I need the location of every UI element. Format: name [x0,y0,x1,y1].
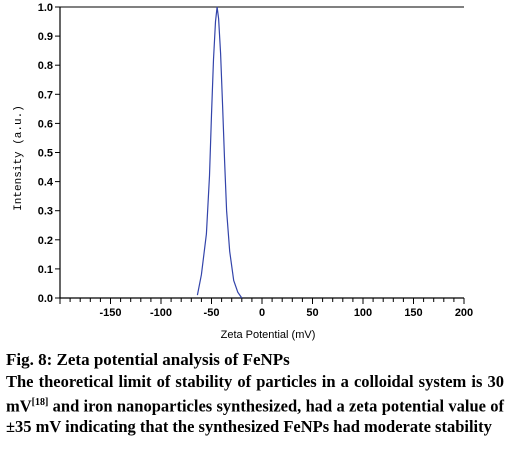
plot-frame [59,6,464,299]
series-layer [196,6,243,299]
x-tick-label: 0 [259,307,265,319]
y-tick-label: 0.5 [38,148,53,160]
zeta-potential-chart: 0.00.10.20.30.40.50.60.70.80.91.0 -150 -1… [13,2,473,341]
y-tick-label: 0.0 [38,293,53,305]
y-tick-label: 0.4 [38,177,54,189]
figure-label: Fig. 8: Zeta potential analysis of FeNPs [6,350,290,369]
y-tick-label: 1.0 [38,2,53,14]
figure-description: The theoretical limit of stability of pa… [6,372,504,437]
x-tick-label: -50 [204,307,220,319]
citation-ref: [18] [31,396,49,408]
zeta-distribution-line [196,6,243,299]
y-tick-label: 0.6 [38,118,53,130]
x-axis-title: Zeta Potential (mV) [221,329,316,341]
description-part-2: and iron nanoparticles synthesized, had … [6,396,504,436]
x-tick-label: 100 [354,307,372,319]
figure-caption: Fig. 8: Zeta potential analysis of FeNPs… [6,350,504,437]
x-minor-ticks [59,298,465,304]
x-tick-label: 150 [404,307,422,319]
y-tick-label: 0.7 [38,89,53,101]
y-tick-label: 0.1 [38,264,53,276]
y-tick-label: 0.9 [38,31,53,43]
description-part-1: The theoretical limit of stability of pa… [6,372,504,415]
y-tick-label: 0.2 [38,235,53,247]
x-tick-label: 200 [455,307,473,319]
y-tick-label: 0.3 [38,206,53,218]
x-tick-label: -150 [99,307,121,319]
x-axis-ticks: -150 -100 -50 0 50 100 150 200 [99,307,473,319]
y-axis-ticks: 0.0 0.1 0.2 0.3 0.4 0.5 0.6 0.7 0.8 0.9 1.0 [38,2,60,305]
x-tick-label: -100 [150,307,172,319]
y-axis-title: Intensity (a.u.) [13,105,25,211]
x-tick-label: 50 [306,307,318,319]
y-tick-label: 0.8 [38,60,53,72]
